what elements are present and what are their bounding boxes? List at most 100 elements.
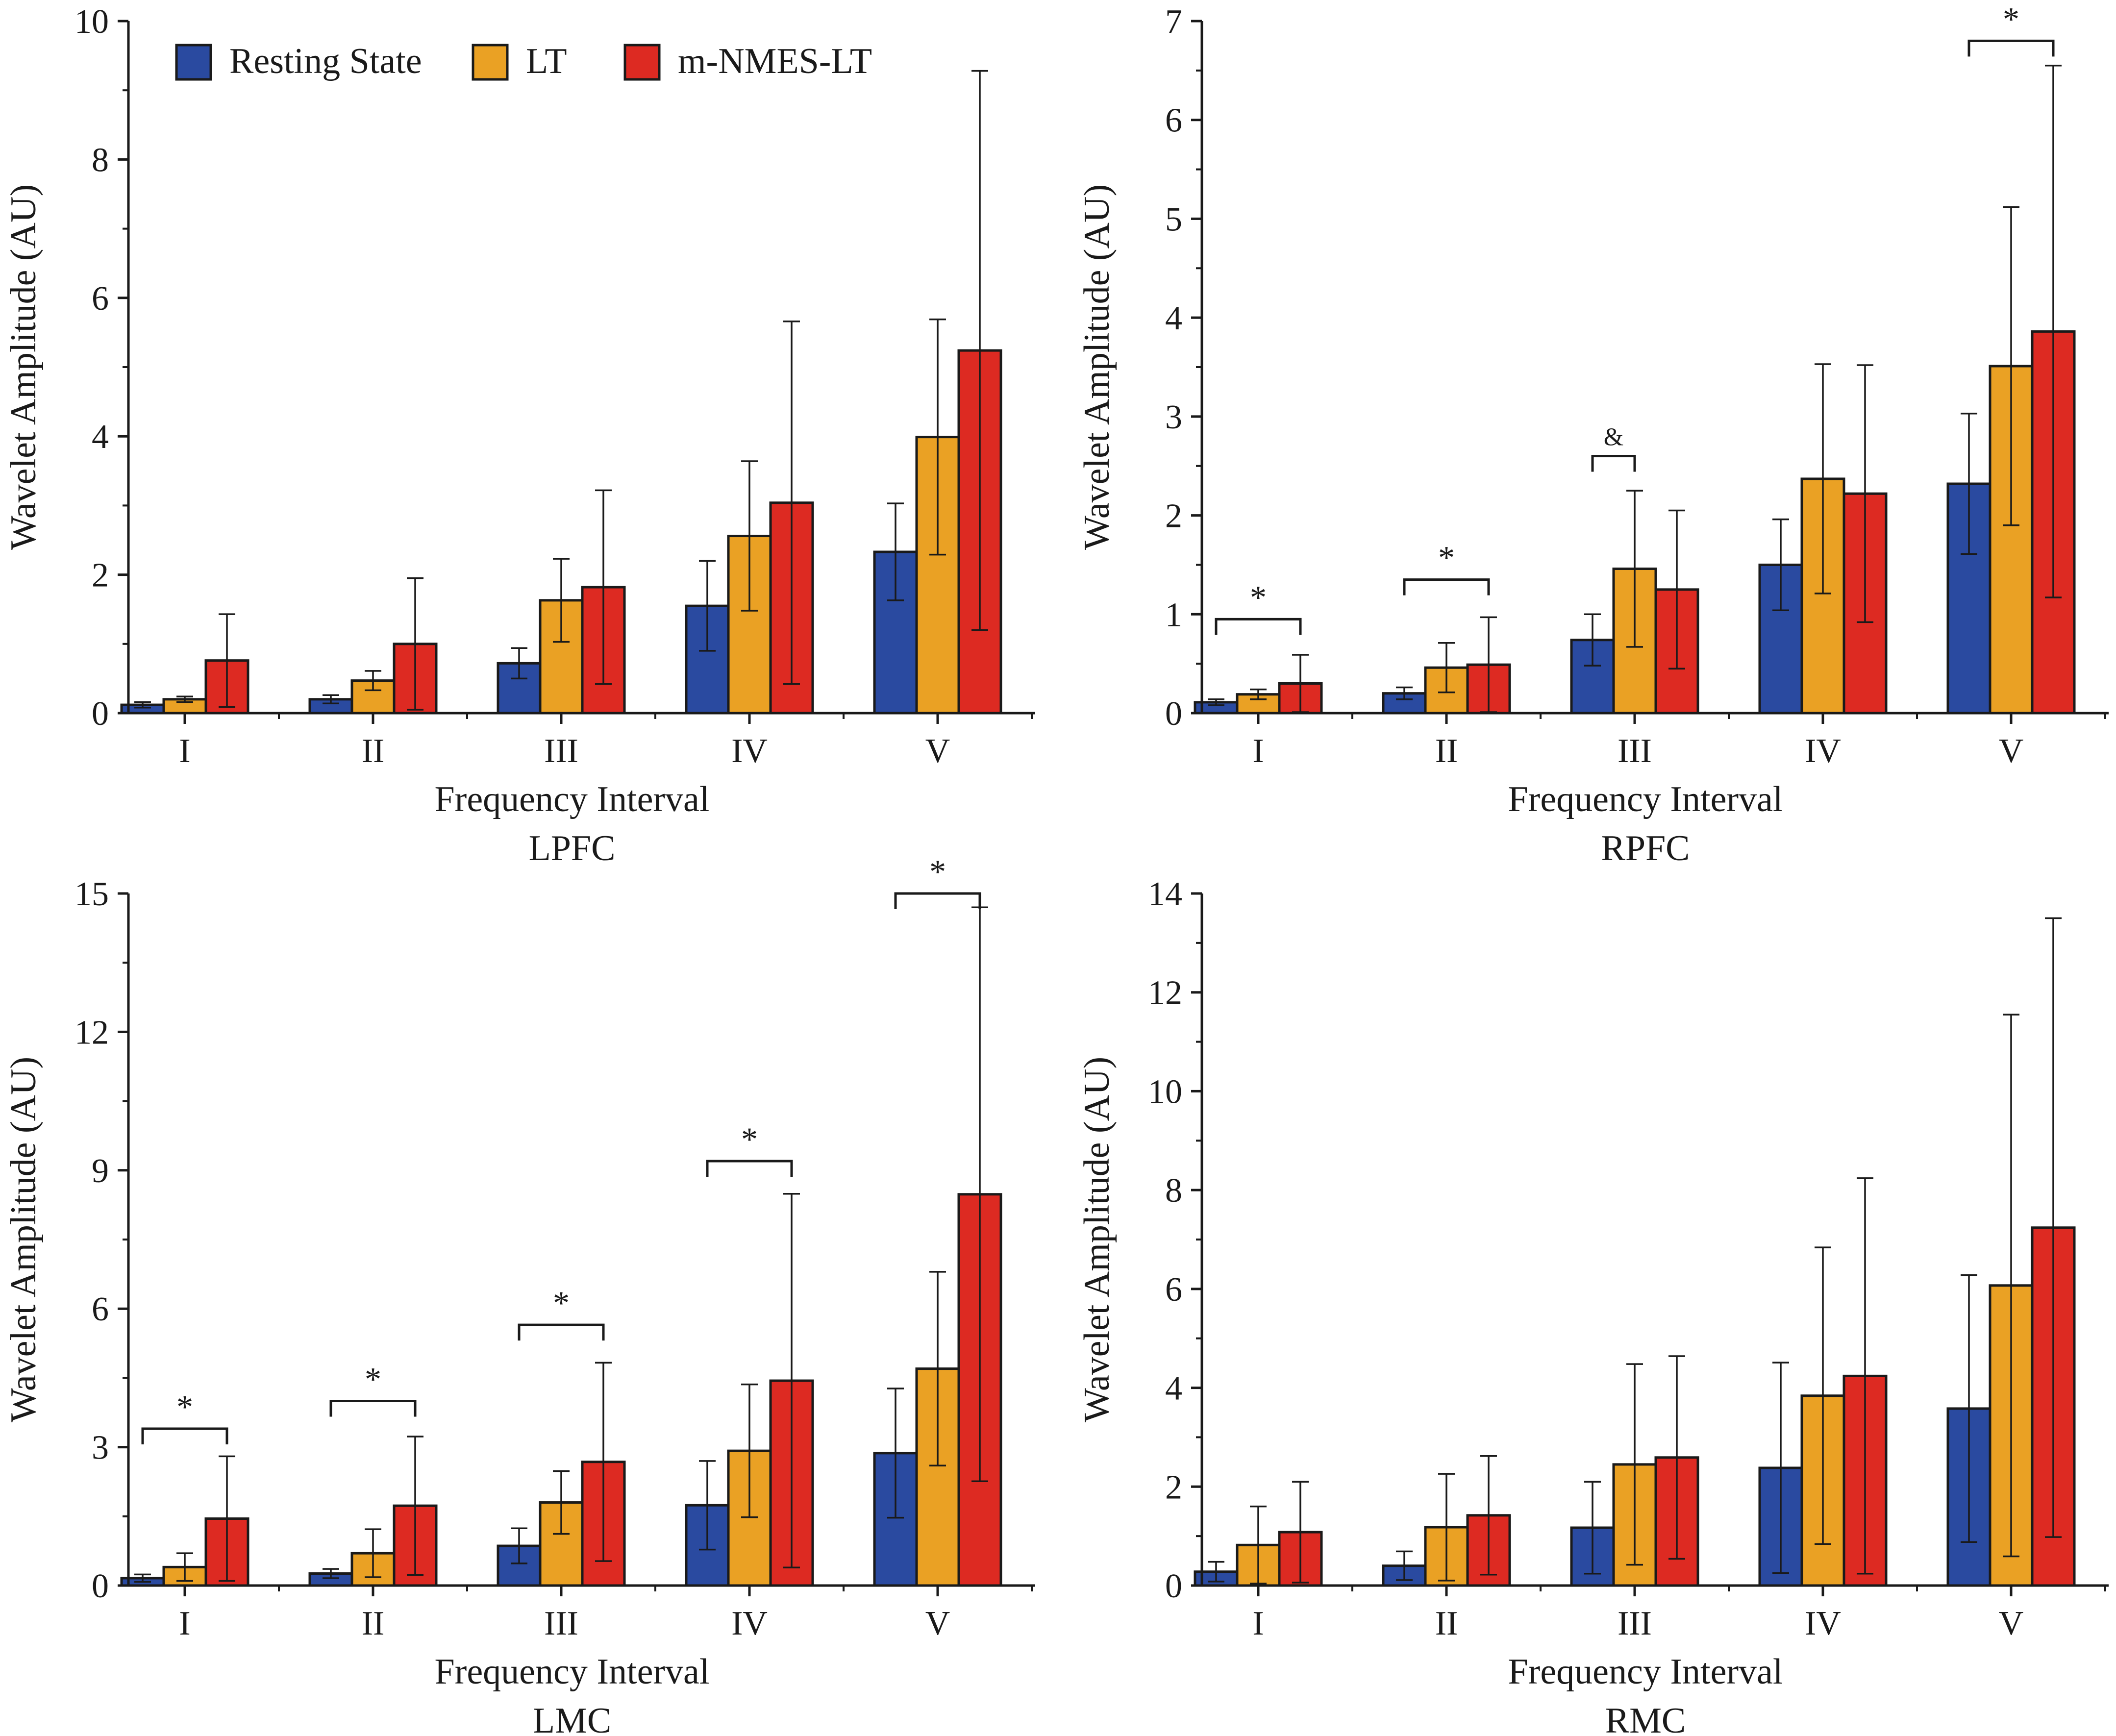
error-bar: [699, 1460, 716, 1551]
error-bar: [407, 577, 423, 711]
y-tick-label: 10: [1148, 1073, 1182, 1111]
significance-bracket: *: [518, 1284, 605, 1341]
error-bar: [741, 460, 758, 612]
y-tick-label: 1: [1165, 596, 1182, 634]
error-bar: [1961, 413, 1977, 555]
y-tick-label: 12: [1148, 974, 1182, 1012]
x-axis-title: Frequency Interval: [435, 1652, 710, 1692]
error-bar: [134, 701, 151, 709]
panel-title: LPFC: [529, 828, 616, 868]
error-bar: [1208, 698, 1224, 706]
error-bar: [1815, 363, 1831, 595]
y-tick-label: 2: [1165, 497, 1182, 535]
error-bar: [1668, 509, 1685, 670]
x-tick-label: IV: [1805, 732, 1841, 770]
x-tick-label: V: [925, 732, 950, 770]
error-bar: [887, 502, 904, 601]
error-bar: [1396, 686, 1413, 700]
significance-marker: *: [1438, 539, 1455, 576]
y-axis-title: Wavelet Amplitude (AU): [3, 1057, 44, 1422]
error-bar: [741, 1383, 758, 1518]
x-axis-title: Frequency Interval: [1508, 779, 1783, 819]
error-bar: [1626, 490, 1643, 648]
significance-bracket: *: [329, 1360, 417, 1417]
y-axis-title: Wavelet Amplitude (AU): [3, 184, 44, 550]
x-tick-label: I: [179, 732, 190, 770]
y-tick-label: 4: [1165, 299, 1182, 337]
y-axis-title: Wavelet Amplitude (AU): [1077, 1057, 1117, 1422]
significance-marker: *: [176, 1388, 193, 1425]
significance-marker: &: [1604, 423, 1623, 451]
error-bar: [1857, 1177, 1873, 1575]
error-bar: [323, 694, 339, 704]
error-bar: [929, 1271, 946, 1467]
error-bar: [1396, 1550, 1413, 1581]
y-tick-label: 2: [92, 557, 109, 595]
panel-title: RMC: [1605, 1701, 1686, 1736]
error-bar: [134, 1573, 151, 1583]
significance-marker: *: [2003, 0, 2019, 37]
error-bar: [1857, 364, 1873, 623]
error-bar: [365, 1528, 381, 1578]
panel-title: LMC: [533, 1701, 611, 1736]
y-tick-label: 14: [1148, 875, 1182, 913]
legend-label: Resting State: [229, 41, 422, 81]
error-bar: [2045, 917, 2062, 1538]
y-tick-label: 6: [1165, 1271, 1182, 1309]
y-tick-label: 0: [1165, 1567, 1182, 1605]
legend-swatch: [472, 44, 509, 81]
x-tick-label: IV: [731, 1605, 768, 1642]
error-bar: [1815, 1246, 1831, 1545]
error-bar: [1438, 642, 1455, 694]
x-tick-label: II: [362, 732, 385, 770]
significance-bracket: *: [894, 853, 981, 909]
error-bar: [1292, 1481, 1309, 1584]
x-tick-label: V: [1999, 732, 2024, 770]
significance-marker: *: [365, 1360, 381, 1397]
error-bar: [1668, 1355, 1685, 1560]
y-tick-label: 7: [1165, 3, 1182, 41]
y-tick-label: 8: [1165, 1172, 1182, 1210]
error-bar: [1772, 1362, 1789, 1574]
significance-marker: *: [929, 853, 946, 890]
x-tick-label: II: [1435, 732, 1458, 770]
y-tick-label: 6: [92, 280, 109, 318]
error-bar: [699, 560, 716, 652]
error-bar: [1250, 688, 1267, 700]
legend: Resting State LT m-NMES-LT: [175, 41, 872, 81]
error-bar: [783, 1193, 800, 1569]
significance-marker: *: [553, 1284, 570, 1321]
y-tick-label: 0: [92, 695, 109, 733]
y-tick-label: 4: [92, 418, 109, 456]
x-tick-label: V: [925, 1605, 950, 1642]
error-bar: [511, 647, 527, 680]
y-tick-label: 12: [75, 1014, 109, 1051]
error-bar: [219, 1455, 235, 1582]
error-bar: [783, 321, 800, 685]
error-bar: [1480, 1455, 1497, 1576]
error-bar: [1584, 613, 1601, 667]
error-bar: [176, 1552, 193, 1582]
significance-bracket: *: [1967, 0, 2055, 57]
error-bar: [1961, 1274, 1977, 1543]
x-tick-label: II: [362, 1605, 385, 1642]
error-bar: [887, 1388, 904, 1519]
x-axis-title: Frequency Interval: [1508, 1652, 1783, 1692]
y-tick-label: 0: [1165, 695, 1182, 733]
y-tick-label: 3: [1165, 398, 1182, 436]
significance-bracket: *: [1403, 539, 1490, 595]
significance-bracket: *: [706, 1120, 793, 1177]
x-tick-label: IV: [1805, 1605, 1841, 1642]
error-bar: [2003, 206, 2019, 526]
x-tick-label: II: [1435, 1605, 1458, 1642]
error-bar: [595, 1362, 612, 1562]
y-tick-label: 6: [92, 1290, 109, 1328]
x-tick-label: III: [1618, 732, 1652, 770]
x-tick-label: III: [544, 1605, 578, 1642]
error-bar: [1626, 1363, 1643, 1566]
y-tick-label: 9: [92, 1152, 109, 1190]
